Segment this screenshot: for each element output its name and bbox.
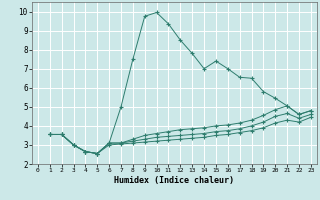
X-axis label: Humidex (Indice chaleur): Humidex (Indice chaleur)	[115, 176, 234, 185]
